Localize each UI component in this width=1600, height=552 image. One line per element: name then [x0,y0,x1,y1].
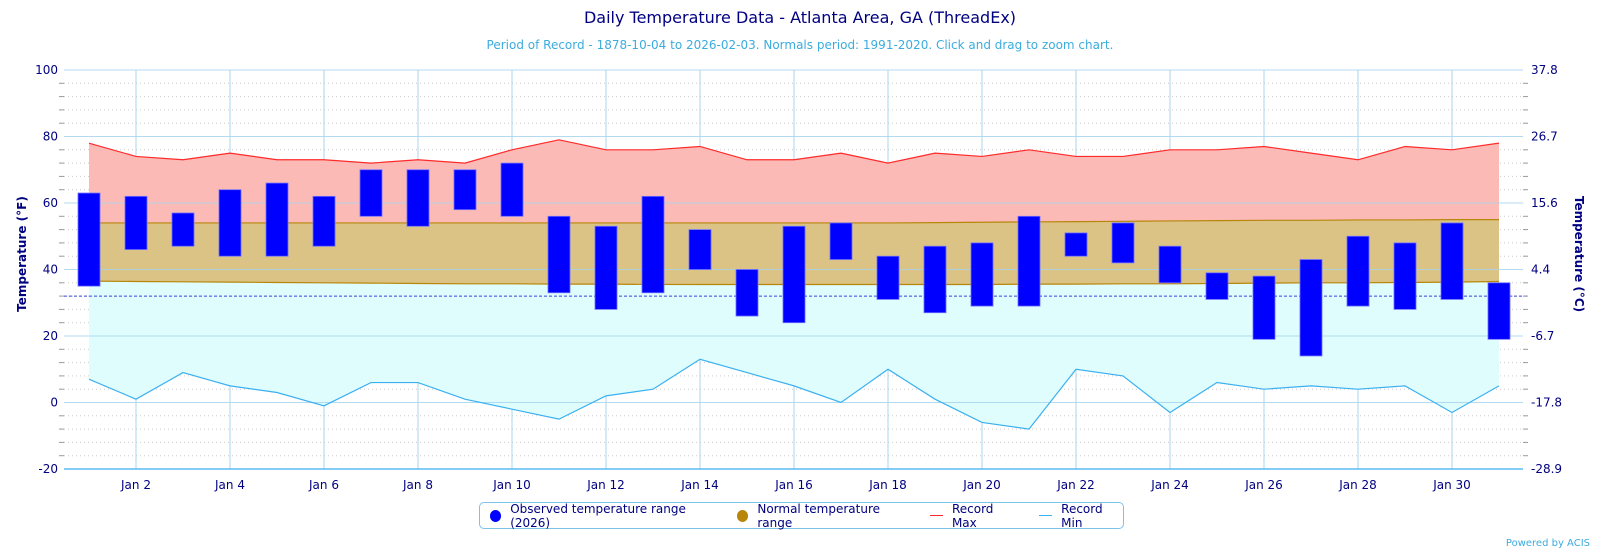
x-tick-label: Jan 22 [1056,478,1095,492]
y-tick-label-left: 60 [43,196,58,210]
y-tick-label-right: -17.8 [1531,396,1562,410]
observed-bar[interactable] [124,195,148,250]
legend-label-record-min: Record Min [1061,501,1103,530]
observed-bar[interactable] [876,255,900,300]
record-min-line [88,358,1500,430]
y-tick-label-left: 20 [43,329,58,343]
observed-bar[interactable] [1487,282,1511,340]
x-tick-label: Jan 4 [214,478,245,492]
y-tick-label-right: 37.8 [1531,63,1558,77]
y-tick-label-right: -28.9 [1531,462,1562,476]
observed-bar[interactable] [547,215,571,294]
observed-bar[interactable] [970,242,994,307]
observed-bar[interactable] [77,192,101,287]
observed-bar[interactable] [1299,259,1323,357]
observed-bar[interactable] [265,182,289,257]
observed-bars[interactable] [77,162,1511,357]
legend: Observed temperature range (2026) Normal… [479,501,1124,530]
legend-dot-observed-icon [490,509,502,522]
legend-dot-normal-icon [737,509,749,522]
x-tick-label: Jan 6 [308,478,339,492]
observed-bar[interactable] [735,269,759,317]
observed-bar[interactable] [1064,232,1088,257]
x-tick-label: Jan 12 [586,478,625,492]
x-tick-label: Jan 2 [120,478,151,492]
observed-bar[interactable] [829,222,853,260]
x-tick-label: Jan 24 [1150,478,1189,492]
observed-bar[interactable] [312,195,336,247]
legend-label-observed: Observed temperature range (2026) [510,501,686,530]
legend-item-observed[interactable]: Observed temperature range (2026) [490,502,715,530]
chart-subtitle: Period of Record - 1878-10-04 to 2026-02… [486,38,1114,52]
observed-bar[interactable] [1346,235,1370,307]
observed-bar[interactable] [1440,222,1464,300]
powered-by-credit[interactable]: Powered by ACIS [1505,538,1590,549]
x-tick-label: Jan 14 [680,478,719,492]
observed-bar[interactable] [218,189,242,257]
y-axis-title-right: Temperature (°C) [1572,196,1586,312]
observed-bar[interactable] [171,212,195,247]
observed-bar[interactable] [453,169,477,211]
legend-item-normal[interactable]: Normal temperature range [737,502,908,530]
observed-bar[interactable] [1111,222,1135,264]
legend-item-record-min[interactable]: Record Min [1039,502,1123,530]
observed-bar[interactable] [1205,272,1229,300]
legend-item-record-max[interactable]: Record Max [929,501,1017,530]
legend-line-record-max-icon [929,514,943,517]
areas [89,139,1499,430]
x-tick-label: Jan 10 [492,478,531,492]
record-max-line [88,139,1500,164]
observed-bar[interactable] [1252,275,1276,340]
observed-bar[interactable] [594,225,618,310]
y-tick-label-left: 0 [50,396,58,410]
x-tick-label: Jan 16 [774,478,813,492]
chart-title: Daily Temperature Data - Atlanta Area, G… [583,8,1017,27]
observed-bar[interactable] [359,169,383,217]
legend-label-record-max: Record Max [951,501,994,530]
axes: 100 37.8 80 26.7 60 15.6 40 4.4 20 -6.7 0 -17.8 -20 -… [35,63,1562,492]
y-tick-label-right: 15.6 [1531,196,1558,210]
observed-bar[interactable] [641,195,665,294]
x-tick-label: Jan 30 [1432,478,1471,492]
y-tick-label-left: 40 [43,263,58,277]
record-max-area [89,139,1499,223]
y-axis-title-left: Temperature (°F) [15,196,29,312]
y-tick-label-right: 4.4 [1531,263,1550,277]
observed-bar[interactable] [688,229,712,270]
x-tick-label: Jan 8 [402,478,433,492]
y-tick-label-left: -20 [38,462,58,476]
x-tick-label: Jan 18 [868,478,907,492]
y-tick-label-left: 100 [35,63,58,77]
y-tick-label-right: -6.7 [1531,329,1554,343]
record-min-area [89,281,1499,430]
x-tick-label: Jan 26 [1244,478,1283,492]
legend-line-record-min-icon [1039,514,1053,517]
observed-bar[interactable] [1158,245,1182,284]
observed-bar[interactable] [1393,242,1417,310]
observed-bar[interactable] [500,162,524,217]
observed-bar[interactable] [782,225,806,324]
observed-bar[interactable] [406,169,430,227]
observed-bar[interactable] [1017,215,1041,307]
x-tick-label: Jan 28 [1338,478,1377,492]
legend-label-normal: Normal temperature range [757,501,881,530]
y-tick-label-left: 80 [43,130,58,144]
x-tick-label: Jan 20 [962,478,1001,492]
observed-bar[interactable] [923,245,947,314]
y-tick-label-right: 26.7 [1531,130,1558,144]
chart-plot[interactable]: 100 37.8 80 26.7 60 15.6 40 4.4 20 -6.7 0 -17.8 -20 -… [0,0,1600,500]
